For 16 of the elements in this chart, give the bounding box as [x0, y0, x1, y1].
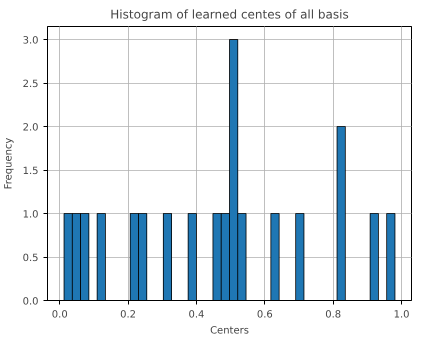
y-axis-title: Frequency: [4, 138, 15, 190]
y-tick-label: 0.5: [22, 253, 39, 264]
x-tick-label: 0.8: [325, 310, 342, 320]
x-tick-label: 0.6: [256, 310, 273, 320]
chart-title: Histogram of learned centes of all basis: [110, 8, 349, 22]
x-axis-title: Centers: [210, 326, 249, 336]
x-tick-label: 0.0: [52, 310, 68, 320]
y-tick-label: 2.5: [22, 79, 39, 90]
y-tick-label: 3.0: [22, 36, 39, 47]
y-tick-label: 0.0: [22, 296, 39, 308]
x-tick-label: 0.4: [188, 310, 204, 320]
x-tick-label: 0.2: [120, 310, 136, 320]
y-tick-label: 1.5: [22, 166, 39, 178]
y-tick-label: 2.0: [22, 122, 39, 134]
y-tick-label: 1.0: [22, 210, 39, 221]
x-tick-label: 1.0: [394, 310, 410, 320]
